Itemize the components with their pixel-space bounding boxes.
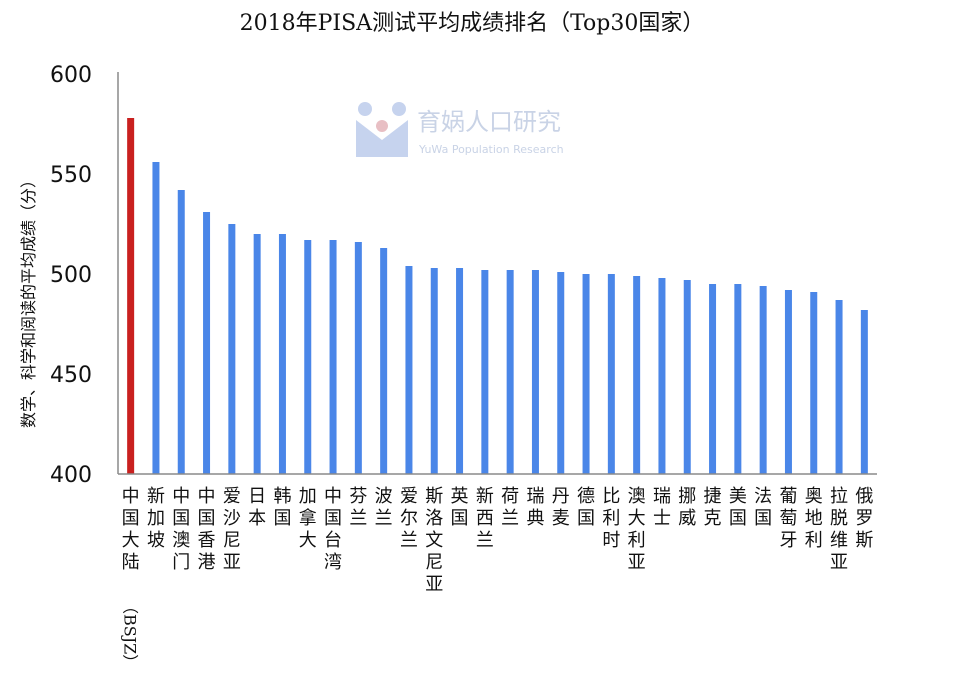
bar bbox=[203, 212, 211, 474]
bar bbox=[709, 284, 717, 474]
x-tick-label: 芬兰 bbox=[349, 486, 367, 529]
x-tick-label: 奥地利 bbox=[805, 486, 823, 551]
y-tick-label: 400 bbox=[50, 463, 92, 488]
yuwa-logo-icon bbox=[356, 102, 408, 157]
x-tick-label: 葡萄牙 bbox=[779, 486, 797, 551]
bar bbox=[759, 286, 767, 474]
y-tick-label: 450 bbox=[50, 363, 92, 388]
bar bbox=[658, 278, 666, 474]
bar bbox=[860, 310, 868, 474]
bar bbox=[278, 234, 286, 474]
bars bbox=[127, 118, 868, 474]
x-tick-label: 丹麦 bbox=[552, 486, 570, 529]
bar bbox=[835, 300, 843, 474]
x-tick-label: 新加坡 bbox=[147, 486, 165, 551]
bar bbox=[683, 280, 691, 474]
chart-title: 2018年PISA测试平均成绩排名（Top30国家） bbox=[240, 11, 705, 36]
x-tick-label: 美国 bbox=[729, 486, 747, 529]
bar bbox=[582, 274, 590, 474]
bar bbox=[380, 248, 388, 474]
x-tick-label: 新西兰 bbox=[476, 486, 494, 551]
bar bbox=[228, 224, 236, 474]
bar bbox=[734, 284, 742, 474]
x-tick-label: 德国 bbox=[577, 486, 595, 529]
x-tick-label: 韩国 bbox=[273, 486, 291, 529]
x-tick-label: 法国 bbox=[754, 486, 772, 529]
y-axis-label: 数学、科学和阅读的平均成绩（分） bbox=[19, 172, 38, 428]
bar bbox=[354, 242, 362, 474]
bar bbox=[405, 266, 413, 474]
bar bbox=[456, 268, 464, 474]
bar bbox=[633, 276, 641, 474]
y-tick-label: 550 bbox=[50, 163, 92, 188]
x-tick-label: 加拿大 bbox=[299, 486, 317, 551]
watermark: 育娲人口研究 YuWa Population Research bbox=[356, 102, 564, 157]
bar bbox=[784, 290, 792, 474]
bar bbox=[152, 162, 160, 474]
x-tick-label: 俄罗斯 bbox=[855, 486, 873, 551]
x-tick-label: 荷兰 bbox=[501, 486, 519, 529]
x-tick-label: 瑞士 bbox=[653, 486, 671, 529]
x-tick-label: 捷克 bbox=[704, 486, 722, 529]
bar bbox=[506, 270, 514, 474]
x-tick-label: 中国大陆 bbox=[122, 486, 140, 573]
x-tick-label: 日本 bbox=[248, 486, 266, 529]
bar bbox=[607, 274, 615, 474]
bar bbox=[329, 240, 337, 474]
y-axis-ticks: 400 450 500 550 600 bbox=[50, 63, 92, 488]
y-tick-label: 500 bbox=[50, 263, 92, 288]
x-tick-label: 中国香港 bbox=[198, 486, 216, 573]
watermark-subtext: YuWa Population Research bbox=[418, 143, 564, 156]
bar bbox=[177, 190, 185, 474]
bar bbox=[557, 272, 565, 474]
x-tick-label: 中国台湾 bbox=[324, 486, 342, 573]
bar bbox=[430, 268, 438, 474]
x-tick-label: 拉脱维亚 bbox=[830, 486, 848, 573]
x-tick-label: 瑞典 bbox=[526, 486, 544, 529]
x-tick-label: 中国澳门 bbox=[172, 486, 190, 573]
x-tick-label: 英国 bbox=[451, 486, 469, 529]
x-tick-label: 波兰 bbox=[375, 486, 393, 529]
x-tick-label: 挪威 bbox=[678, 486, 696, 529]
bar bbox=[531, 270, 539, 474]
x-tick-label: 斯洛文尼亚 bbox=[425, 486, 443, 595]
bar bbox=[481, 270, 489, 474]
bar bbox=[253, 234, 261, 474]
bar bbox=[127, 118, 135, 474]
x-tick-label: 爱沙尼亚 bbox=[223, 486, 241, 573]
x-axis-ticks: 中国大陆 （BSJZ） 新加坡中国澳门中国香港爱沙尼亚日本韩国加拿大中国台湾芬兰波兰… bbox=[121, 486, 874, 670]
watermark-text: 育娲人口研究 bbox=[417, 108, 561, 136]
bar bbox=[810, 292, 818, 474]
x-tick-label-suffix: （BSJZ） bbox=[121, 598, 140, 670]
bar bbox=[304, 240, 312, 474]
x-tick-label: 爱尔兰 bbox=[400, 486, 418, 551]
x-tick-label: 比利时 bbox=[602, 486, 620, 551]
x-tick-label: 澳大利亚 bbox=[628, 486, 646, 573]
y-tick-label: 600 bbox=[50, 63, 92, 88]
